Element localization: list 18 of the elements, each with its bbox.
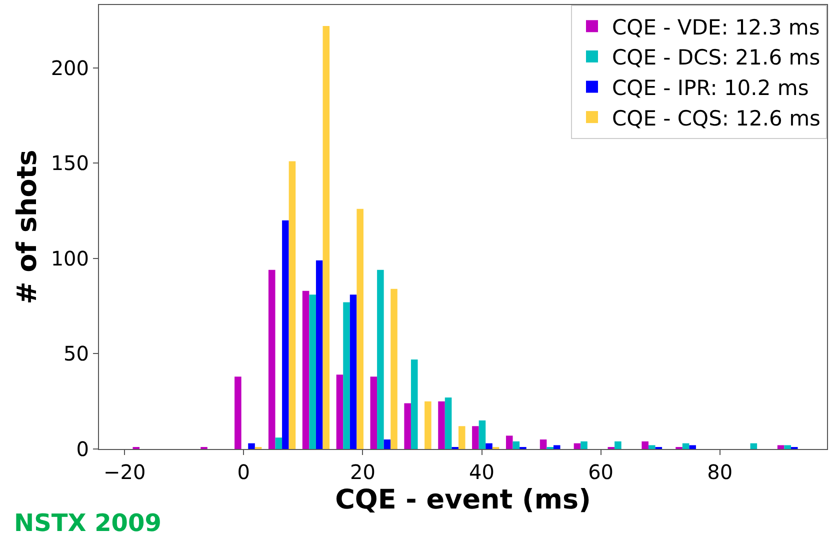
x-tick-label: 20 bbox=[350, 460, 376, 484]
x-tick-label: 80 bbox=[707, 460, 733, 484]
legend-label: CQE - CQS: 12.6 ms bbox=[612, 106, 820, 130]
legend-label: CQE - VDE: 12.3 ms bbox=[612, 15, 820, 40]
y-tick-label: 0 bbox=[76, 437, 89, 461]
y-tick-label: 200 bbox=[50, 56, 89, 80]
legend-label: CQE - DCS: 21.6 ms bbox=[612, 46, 820, 70]
x-tick-label: 60 bbox=[588, 460, 614, 484]
y-tick-label: 100 bbox=[50, 246, 89, 270]
x-axis-title: CQE - event (ms) bbox=[335, 484, 591, 516]
x-tick-label: 40 bbox=[469, 460, 494, 484]
y-tick-label: 150 bbox=[50, 151, 89, 176]
text: NSTX 2009 bbox=[14, 509, 162, 537]
legend-label: CQE - IPR: 10.2 ms bbox=[612, 76, 809, 100]
y-tick-label: 50 bbox=[64, 342, 89, 366]
x-tick-label: 0 bbox=[237, 460, 250, 484]
y-axis-title: # of shots bbox=[12, 150, 43, 304]
x-tick-label: −20 bbox=[103, 460, 146, 484]
